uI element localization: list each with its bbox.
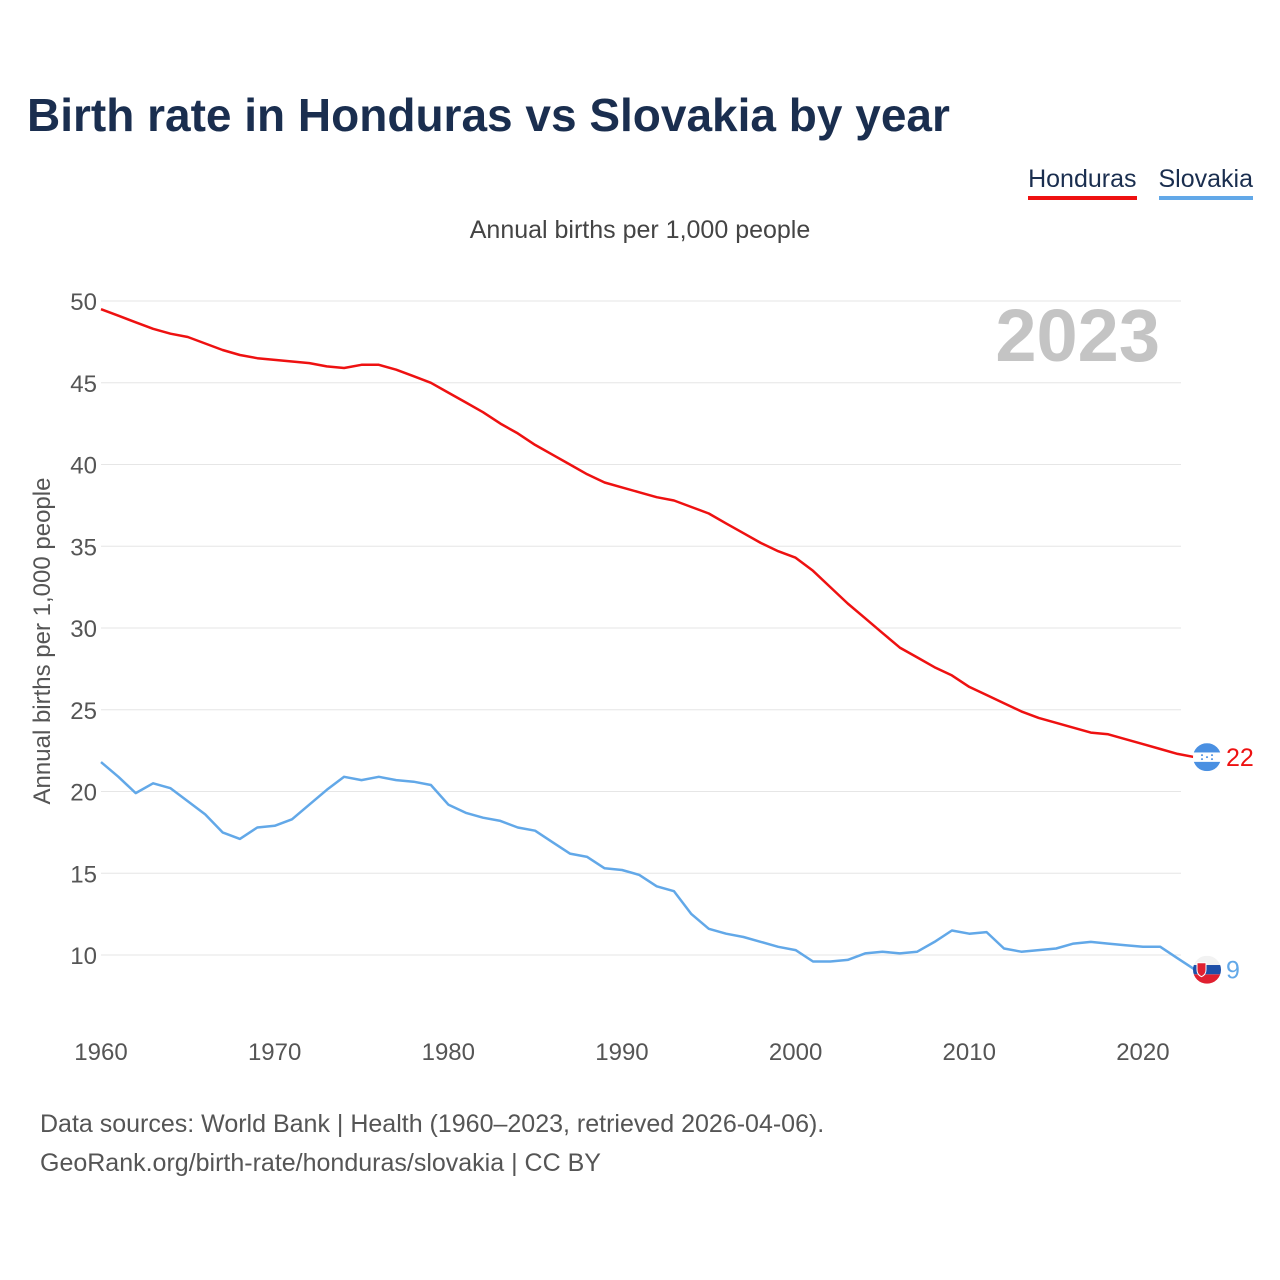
legend-item-honduras[interactable]: Honduras: [1028, 165, 1137, 200]
footer: Data sources: World Bank | Health (1960–…: [40, 1105, 824, 1183]
x-tick-label: 1970: [248, 1039, 301, 1066]
year-watermark: 2023: [995, 294, 1160, 377]
y-tick-label: 40: [70, 453, 97, 480]
y-tick-label: 35: [70, 534, 97, 561]
y-tick-label: 15: [70, 861, 97, 888]
x-tick-label: 2000: [769, 1039, 822, 1066]
chart-title: Birth rate in Honduras vs Slovakia by ye…: [27, 89, 950, 141]
y-tick-label: 20: [70, 780, 97, 807]
legend: Honduras Slovakia: [1028, 165, 1253, 200]
end-label-slovakia: 9: [1226, 957, 1240, 985]
y-tick-label: 50: [70, 289, 97, 316]
x-tick-label: 1980: [422, 1039, 475, 1066]
x-tick-label: 1990: [595, 1039, 648, 1066]
footer-link[interactable]: GeoRank.org/birth-rate/honduras/slovakia…: [40, 1149, 601, 1177]
end-label-honduras: 22: [1226, 744, 1254, 772]
series-line-slovakia[interactable]: [100, 761, 1196, 971]
x-tick-label: 2010: [943, 1039, 996, 1066]
y-tick-label: 25: [70, 698, 97, 725]
chart-subtitle: Annual births per 1,000 people: [469, 216, 811, 244]
y-tick-label: 45: [70, 371, 97, 398]
series-line-honduras[interactable]: [100, 308, 1196, 759]
y-tick-label: 30: [70, 616, 97, 643]
honduras-flag-icon: [1193, 743, 1221, 772]
footer-sources: Data sources: World Bank | Health (1960–…: [40, 1110, 825, 1138]
slovakia-flag-icon: [1193, 955, 1221, 984]
y-axis-label: Annual births per 1,000 people: [29, 478, 56, 805]
x-tick-label: 1960: [74, 1039, 127, 1066]
legend-item-slovakia[interactable]: Slovakia: [1158, 165, 1253, 200]
y-tick-label: 10: [70, 943, 97, 970]
x-tick-label: 2020: [1116, 1039, 1169, 1066]
